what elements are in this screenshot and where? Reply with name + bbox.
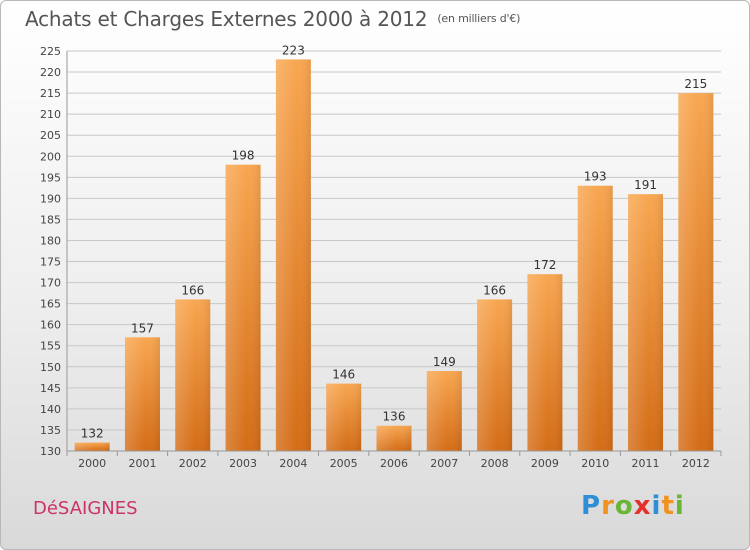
y-tick-label: 215: [40, 87, 61, 100]
bar-shade: [577, 185, 613, 451]
logo-letter: o: [614, 491, 634, 521]
y-tick-label: 140: [40, 403, 61, 416]
y-tick-label: 220: [40, 66, 61, 79]
bar-shade: [527, 274, 563, 451]
y-tick-label: 145: [40, 382, 61, 395]
x-tick-label: 2005: [330, 457, 358, 470]
x-axis: 2000 2001 2002 2003 2004 2005 2006 2007 2008 2009…: [66, 450, 722, 470]
bar-shade: [225, 164, 261, 451]
bar-value-label: 215: [684, 77, 707, 91]
y-tick-label: 190: [40, 192, 61, 205]
proxiti-logo: Proxiti: [581, 491, 685, 521]
x-tick-label: 2007: [430, 457, 458, 470]
y-tick-label: 165: [40, 298, 61, 311]
bar-value-label: 223: [282, 43, 305, 57]
bar-shade: [426, 371, 462, 451]
bar-value-label: 132: [81, 427, 104, 441]
x-tick-label: 2009: [531, 457, 559, 470]
y-tick-label: 130: [40, 445, 61, 458]
x-tick-label: 2003: [229, 457, 257, 470]
bar-shade: [124, 337, 160, 451]
y-tick-label: 185: [40, 213, 61, 226]
bar-value-label: 172: [533, 258, 556, 272]
logo-letter: P: [581, 491, 602, 521]
y-tick-label: 160: [40, 319, 61, 332]
y-tick-label: 200: [40, 150, 61, 163]
x-tick-label: 2008: [481, 457, 509, 470]
logo-letter: i: [674, 491, 685, 521]
bar-shade: [275, 59, 311, 451]
x-tick-label: 2004: [279, 457, 307, 470]
bar-value-label: 149: [433, 355, 456, 369]
bar-value-label: 146: [332, 368, 355, 382]
logo-letter: i: [651, 491, 662, 521]
y-tick-label: 155: [40, 340, 61, 353]
bar-value-label: 193: [584, 170, 607, 184]
bar-value-label: 198: [232, 149, 255, 163]
x-tick-label: 2010: [581, 457, 609, 470]
bar-shade: [175, 299, 211, 451]
y-tick-label: 225: [40, 45, 61, 58]
bar-shade: [628, 194, 664, 451]
x-tick-label: 2006: [380, 457, 408, 470]
bar-value-label: 191: [634, 178, 657, 192]
y-tick-label: 205: [40, 129, 61, 142]
x-tick-label: 2012: [682, 457, 710, 470]
bar-shade: [376, 425, 412, 451]
bars: 132 157 166 198 223 146 136 149 166 172 193 191 215: [74, 43, 714, 452]
bar-shade: [326, 383, 362, 451]
bar-shade: [74, 442, 110, 451]
y-tick-label: 175: [40, 256, 61, 269]
bar-value-label: 166: [483, 283, 506, 297]
y-tick-label: 210: [40, 108, 61, 121]
x-tick-label: 2001: [128, 457, 156, 470]
bar-value-label: 136: [383, 410, 406, 424]
bar-value-label: 166: [181, 283, 204, 297]
logo-letter: x: [633, 491, 652, 521]
y-tick-label: 195: [40, 171, 61, 184]
bar-shade: [477, 299, 513, 451]
x-tick-label: 2000: [78, 457, 106, 470]
chart-subtitle: (en milliers d'€): [437, 12, 521, 25]
y-axis: 130 135 140 145 150 155 160 165 170 175 180 185 190 1…: [40, 45, 68, 458]
commune-name: DéSAIGNES: [33, 498, 138, 519]
x-tick-label: 2011: [632, 457, 660, 470]
chart-title-block: Achats et Charges Externes 2000 à 2012 (e…: [25, 7, 520, 31]
logo-letter: r: [601, 491, 615, 521]
grid-lines: [67, 50, 721, 452]
bar-value-label: 157: [131, 321, 154, 335]
y-tick-label: 135: [40, 424, 61, 437]
logo-letter: t: [661, 491, 675, 521]
x-tick-label: 2002: [179, 457, 207, 470]
y-tick-label: 170: [40, 277, 61, 290]
bar-shade: [678, 93, 714, 452]
y-tick-label: 150: [40, 361, 61, 374]
chart-title: Achats et Charges Externes 2000 à 2012: [25, 7, 428, 31]
y-tick-label: 180: [40, 234, 61, 247]
